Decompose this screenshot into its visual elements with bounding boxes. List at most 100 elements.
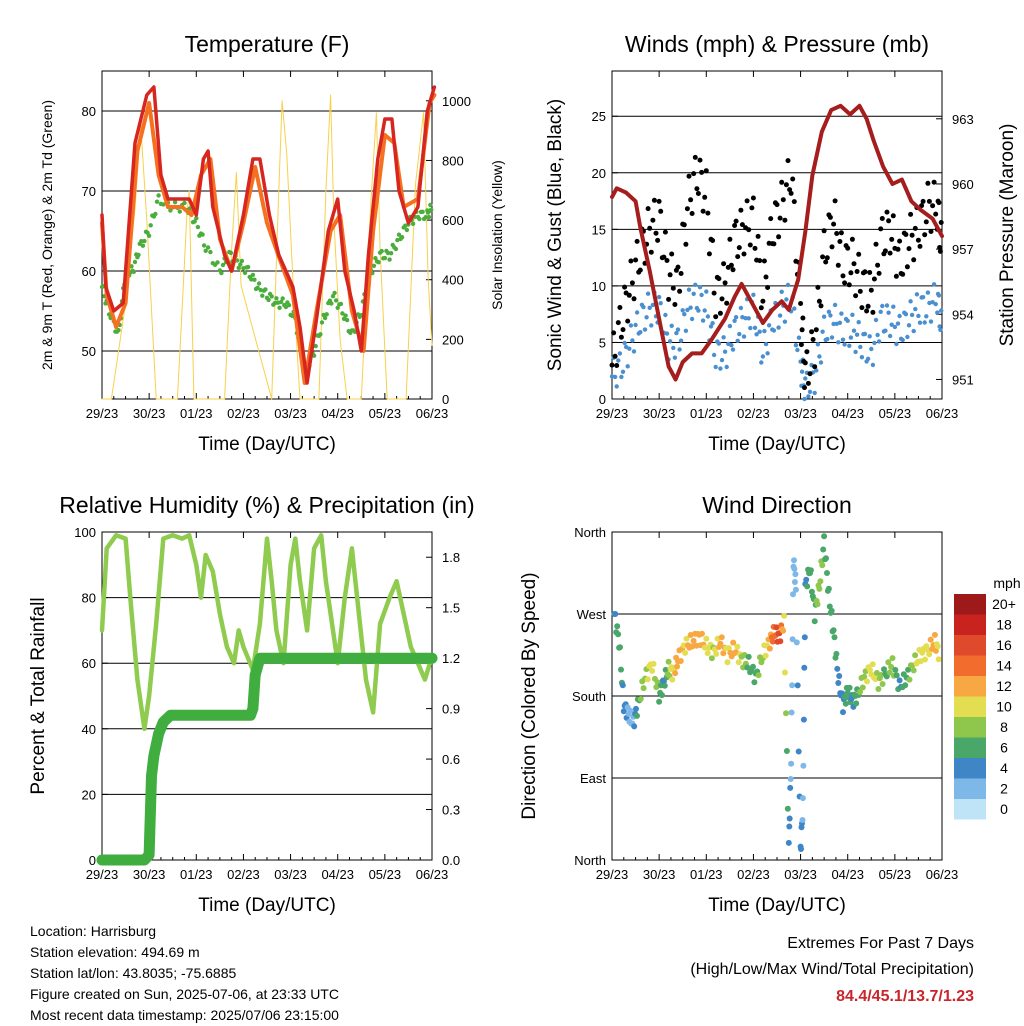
sonic-wind-point [917,320,923,325]
gust-point [933,211,939,217]
sonic-wind-point [719,357,725,363]
dewpoint-point [236,265,241,270]
sonic-wind-point [713,364,718,370]
gust-point [614,363,620,368]
wind-direction-point [661,682,668,689]
sonic-wind-point [649,323,654,328]
gust-point [727,236,733,242]
sonic-wind-point [831,321,836,327]
gust-point [802,360,808,366]
sonic-wind-point [936,293,942,298]
wind-direction-point [789,682,796,689]
sonic-wind-point [650,302,656,308]
legend-label: 6 [1000,740,1008,756]
gust-point [846,282,852,288]
wind-direction-point [801,634,808,641]
wind-direction-point [725,645,732,652]
sonic-wind-point [697,285,703,290]
gust-point [706,251,712,257]
gust-point [889,236,895,242]
gust-point [812,364,818,370]
sonic-wind-point [612,374,618,380]
gust-point [926,198,932,204]
extremes-subtitle: (High/Low/Max Wind/Total Precipitation) [690,961,974,978]
wind-direction-points [611,533,942,852]
gust-point [612,353,618,359]
sonic-wind-point [795,347,800,353]
humidity-y2-tick-label: 1.5 [442,601,460,616]
sonic-wind-point [630,338,635,343]
sonic-wind-point [685,307,690,313]
gust-point [620,327,626,333]
sonic-wind-point [924,314,929,319]
legend-swatch [954,799,986,820]
gust-point [631,296,637,302]
direction-y-tick-label: North [574,525,606,540]
gust-point [703,168,709,174]
gust-point [938,220,944,225]
gust-point [735,254,741,260]
sonic-wind-point [627,346,632,351]
wind-direction-point [720,650,727,657]
sonic-wind-point [766,323,772,328]
dewpoint-point [219,270,224,276]
wind-direction-point [677,658,684,664]
gust-point [890,213,896,219]
humidity-y2-tick-label: 0.3 [442,803,460,818]
sonic-wind-point [817,354,822,359]
gust-point [785,158,791,164]
sonic-wind-point [928,319,934,324]
gust-point [637,267,643,273]
dewpoint-point [333,298,339,303]
gust-point [827,214,833,220]
humidity-y-tick-label: 60 [82,656,96,671]
dewpoint-point [420,209,425,214]
sonic-wind-point [916,313,921,319]
sonic-wind-point [656,294,662,300]
wind-direction-point [766,645,773,652]
wind-direction-point [792,571,799,578]
dewpoint-point [322,315,328,321]
wind-direction-point [683,635,690,642]
winds-y2-tick-label: 951 [952,372,974,387]
dewpoint-point [168,208,173,213]
gust-point [728,262,734,268]
sonic-wind-point [886,310,891,315]
sonic-wind-point [873,317,879,323]
sonic-wind-point [937,324,942,329]
sonic-wind-point [848,335,854,340]
sonic-wind-point [883,328,888,333]
wind-direction-point [902,682,909,689]
gust-point [651,197,657,203]
gust-point [777,215,783,221]
sonic-wind-point [741,334,747,339]
gust-point [787,187,793,193]
gust-point [937,248,943,254]
gust-point [815,284,821,290]
info-latlon: Station lat/lon: 43.8035; -75.6885 [30,965,237,981]
winds-x-tick-label: 01/23 [690,406,723,421]
sonic-wind-point [922,320,927,325]
wind-direction-point [745,653,752,660]
sonic-wind-point [876,339,882,344]
wind-direction-point [875,686,882,692]
gust-point [893,273,899,279]
wind-direction-point [803,576,810,583]
sonic-wind-point [870,362,876,368]
wind-direction-point [790,591,796,598]
gust-point [645,206,651,212]
gust-point [724,300,730,306]
gust-point [909,232,915,238]
winds-x-tick-label: 03/23 [784,406,817,421]
wind-direction-point [906,676,913,683]
wind-direction-point [791,579,798,585]
wind-direction-point [820,546,827,553]
humidity-x-tick-label: 29/23 [86,867,119,882]
sonic-wind-point [939,308,944,313]
gust-point [755,233,761,239]
wind-direction-point [674,663,681,670]
sonic-wind-point [938,327,943,332]
wind-direction-point [799,817,806,823]
gust-point [865,303,871,309]
gust-point [758,305,764,311]
